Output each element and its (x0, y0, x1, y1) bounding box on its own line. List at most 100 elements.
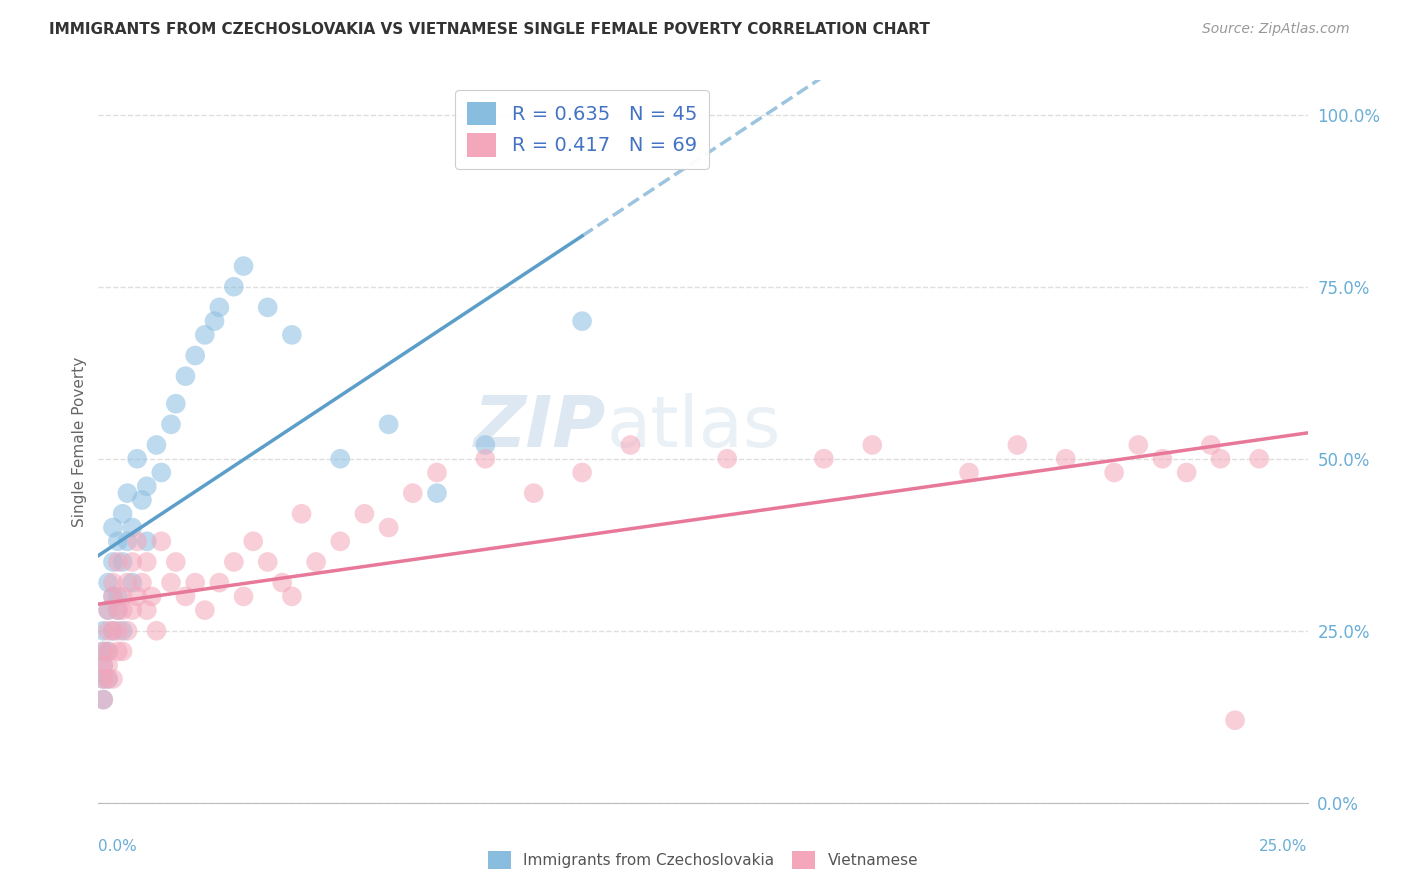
Point (194, 603, 217, 617)
Point (1007, 438, 1029, 452)
Point (174, 369, 197, 384)
Y-axis label: Single Female Poverty: Single Female Poverty (72, 357, 87, 526)
Point (97, 644, 120, 658)
Legend: R = 0.635   N = 45, R = 0.417   N = 69: R = 0.635 N = 45, R = 0.417 N = 69 (456, 90, 709, 169)
Point (111, 555, 134, 569)
Point (474, 438, 496, 452)
Point (91, 624, 114, 638)
Point (402, 486, 425, 500)
Point (91, 658, 114, 673)
Point (101, 590, 124, 604)
Point (101, 624, 124, 638)
Point (208, 575, 231, 590)
Text: ZIP: ZIP (474, 392, 606, 461)
Point (377, 520, 399, 534)
Point (117, 534, 139, 549)
Point (101, 520, 124, 534)
Point (160, 417, 183, 432)
Point (117, 575, 139, 590)
Point (141, 590, 163, 604)
Point (121, 603, 143, 617)
Text: IMMIGRANTS FROM CZECHOSLOVAKIA VS VIETNAMESE SINGLE FEMALE POVERTY CORRELATION C: IMMIGRANTS FROM CZECHOSLOVAKIA VS VIETNA… (49, 22, 931, 37)
Text: 0.0%: 0.0% (98, 838, 138, 854)
Point (135, 534, 157, 549)
Point (281, 590, 304, 604)
Point (97, 672, 120, 686)
Point (107, 590, 129, 604)
Point (135, 603, 157, 617)
Point (107, 644, 129, 658)
Point (377, 417, 399, 432)
Point (716, 451, 738, 466)
Point (107, 534, 129, 549)
Point (127, 590, 149, 604)
Point (184, 349, 207, 363)
Point (107, 624, 129, 638)
Point (1199, 438, 1222, 452)
Point (329, 534, 352, 549)
Point (145, 438, 167, 452)
Point (101, 555, 124, 569)
Point (131, 575, 153, 590)
Point (121, 575, 143, 590)
Point (97, 672, 120, 686)
Point (426, 486, 449, 500)
Point (111, 624, 134, 638)
Point (111, 644, 134, 658)
Point (127, 451, 149, 466)
Point (111, 603, 134, 617)
Point (97, 624, 120, 638)
Point (329, 451, 352, 466)
Point (208, 301, 231, 315)
Text: Source: ZipAtlas.com: Source: ZipAtlas.com (1202, 22, 1350, 37)
Point (91, 644, 114, 658)
Point (117, 486, 139, 500)
Point (101, 590, 124, 604)
Point (242, 534, 264, 549)
Text: atlas: atlas (606, 392, 780, 461)
Point (271, 575, 294, 590)
Point (131, 493, 153, 508)
Point (145, 624, 167, 638)
Point (121, 520, 143, 534)
Point (150, 466, 173, 480)
Point (256, 555, 278, 569)
Point (957, 466, 980, 480)
Point (97, 603, 120, 617)
Point (91, 644, 114, 658)
Point (184, 575, 207, 590)
Point (150, 534, 173, 549)
Point (135, 555, 157, 569)
Point (523, 486, 546, 500)
Point (353, 507, 375, 521)
Text: 25.0%: 25.0% (1260, 838, 1308, 854)
Point (1209, 451, 1232, 466)
Point (571, 466, 593, 480)
Point (91, 672, 114, 686)
Point (160, 575, 183, 590)
Point (194, 327, 217, 342)
Point (107, 555, 129, 569)
Point (281, 327, 304, 342)
Point (117, 624, 139, 638)
Point (204, 314, 226, 328)
Point (1175, 466, 1198, 480)
Point (1128, 438, 1150, 452)
Point (571, 314, 593, 328)
Point (91, 658, 114, 673)
Point (174, 590, 197, 604)
Point (232, 590, 254, 604)
Point (97, 658, 120, 673)
Point (426, 466, 449, 480)
Point (165, 397, 187, 411)
Point (165, 555, 187, 569)
Point (91, 672, 114, 686)
Point (1102, 466, 1125, 480)
Point (135, 479, 157, 493)
Point (1152, 451, 1174, 466)
Point (121, 555, 143, 569)
Point (97, 603, 120, 617)
Point (127, 534, 149, 549)
Point (107, 603, 129, 617)
Point (232, 259, 254, 273)
